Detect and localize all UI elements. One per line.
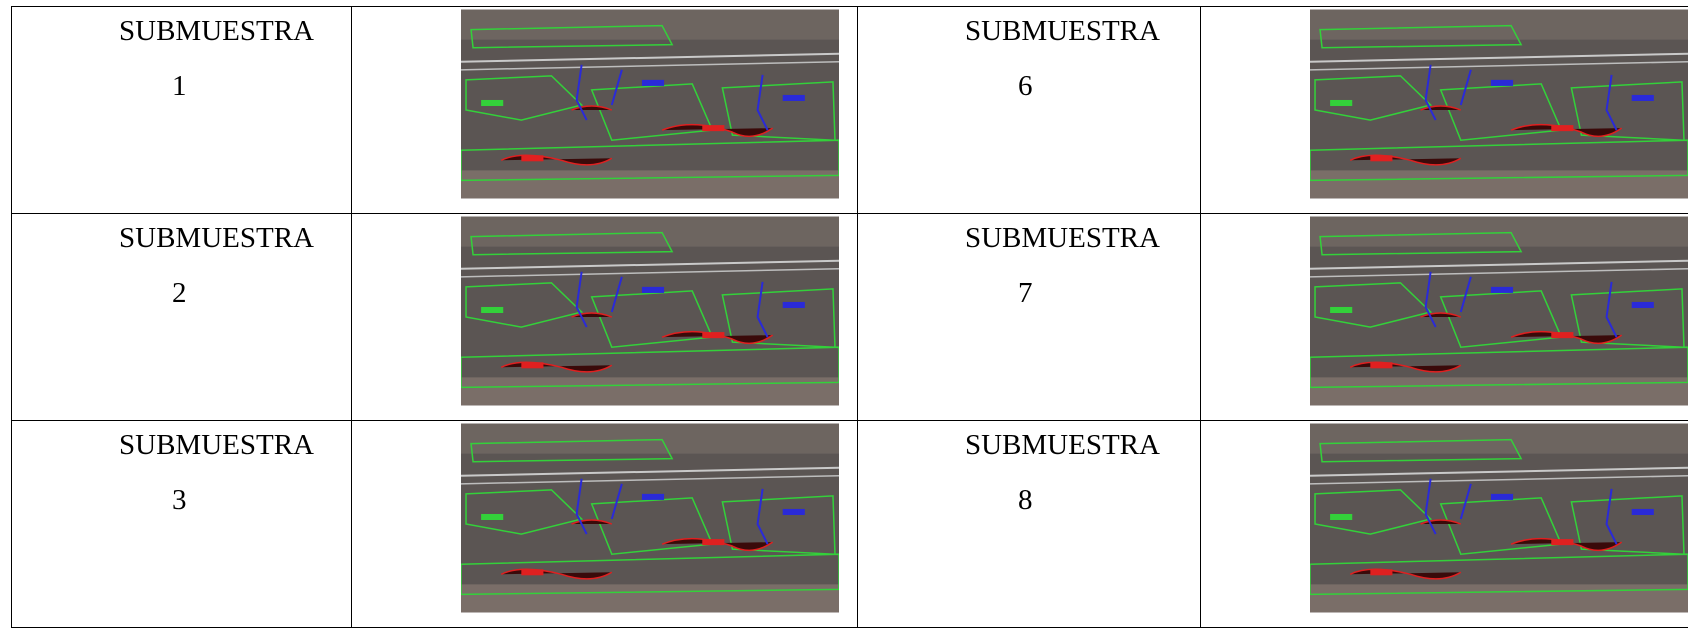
cell-label: SUBMUESTRA 2 — [12, 214, 351, 310]
label-cell: SUBMUESTRA 1 — [12, 7, 352, 214]
detection-image — [1310, 9, 1688, 199]
detection-image — [461, 9, 839, 199]
image-cell — [1201, 7, 1688, 214]
image-cell — [1201, 214, 1688, 421]
table-row: SUBMUESTRA 1 SUBMUESTRA 6 — [12, 7, 1688, 214]
detection-image — [1310, 423, 1688, 613]
label-cell: SUBMUESTRA 3 — [12, 421, 352, 628]
cell-label: SUBMUESTRA 3 — [12, 421, 351, 517]
sample-label: SUBMUESTRA — [858, 15, 1200, 48]
sample-number: 3 — [12, 484, 351, 517]
sample-number: 6 — [858, 70, 1200, 103]
label-cell: SUBMUESTRA 2 — [12, 214, 352, 421]
image-cell — [352, 214, 858, 421]
sample-label: SUBMUESTRA — [12, 222, 351, 255]
sample-number: 1 — [12, 70, 351, 103]
detection-image — [461, 216, 839, 406]
page: SUBMUESTRA1SUBMUESTRA6SUBMUESTRA2SUBMUES… — [0, 0, 1688, 630]
label-cell: SUBMUESTRA 6 — [857, 7, 1200, 214]
label-cell: SUBMUESTRA 8 — [857, 421, 1200, 628]
sample-number: 7 — [858, 277, 1200, 310]
image-cell — [1201, 421, 1688, 628]
image-cell — [352, 7, 858, 214]
sample-label: SUBMUESTRA — [12, 429, 351, 462]
table-row: SUBMUESTRA 3 SUBMUESTRA 8 — [12, 421, 1688, 628]
cell-label: SUBMUESTRA 6 — [858, 7, 1200, 103]
detection-image — [1310, 216, 1688, 406]
sample-label: SUBMUESTRA — [12, 15, 351, 48]
image-cell — [352, 421, 858, 628]
cell-label: SUBMUESTRA 7 — [858, 214, 1200, 310]
sample-label: SUBMUESTRA — [858, 429, 1200, 462]
label-cell: SUBMUESTRA 7 — [857, 214, 1200, 421]
cell-label: SUBMUESTRA 8 — [858, 421, 1200, 517]
sample-number: 8 — [858, 484, 1200, 517]
detection-image — [461, 423, 839, 613]
table-row: SUBMUESTRA 2 SUBMUESTRA 7 — [12, 214, 1688, 421]
sample-label: SUBMUESTRA — [858, 222, 1200, 255]
cell-label: SUBMUESTRA 1 — [12, 7, 351, 103]
sample-number: 2 — [12, 277, 351, 310]
